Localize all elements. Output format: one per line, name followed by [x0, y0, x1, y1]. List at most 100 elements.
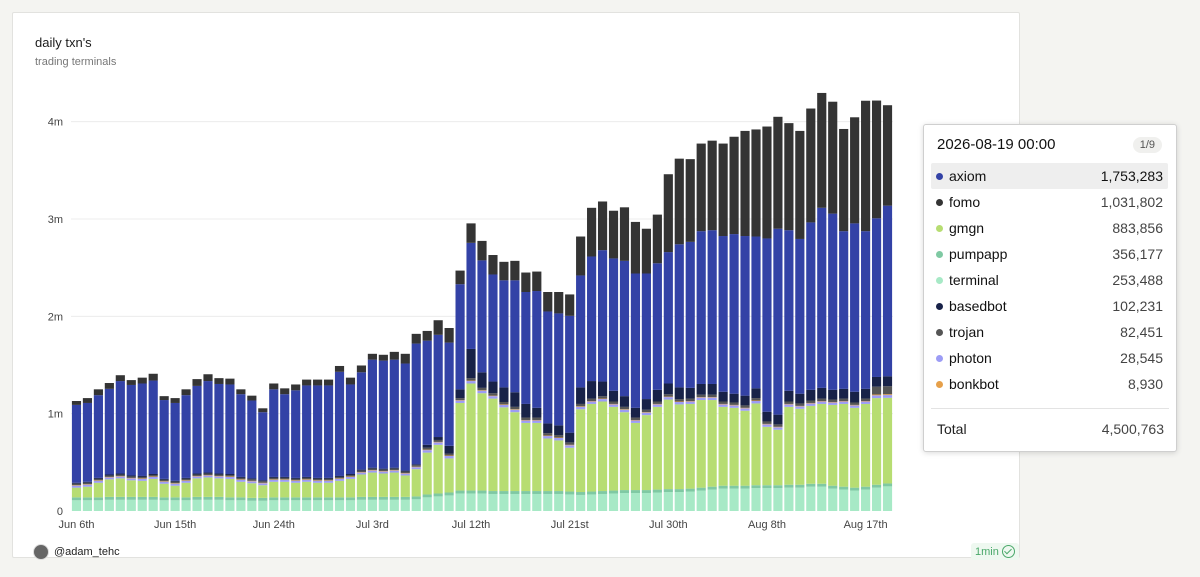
bar-stack[interactable] [345, 377, 356, 511]
bar-stack[interactable] [444, 328, 454, 511]
bar-segment-fomo [444, 328, 454, 343]
bar-stack[interactable] [247, 395, 257, 511]
bar-stack[interactable] [203, 374, 213, 511]
bar-stack[interactable] [565, 294, 575, 511]
bar-stack[interactable] [411, 333, 421, 511]
bar-stack[interactable] [707, 140, 717, 511]
bar-stack[interactable] [389, 351, 399, 511]
bar-stack[interactable] [521, 272, 531, 511]
series-dot-icon [936, 172, 943, 180]
bar-stack[interactable] [488, 255, 498, 511]
bar-segment-pumpapp [411, 496, 421, 500]
bar-stack[interactable] [674, 158, 684, 511]
bar-stack[interactable] [751, 129, 761, 511]
bar-stack[interactable] [685, 159, 695, 511]
bar-stack[interactable] [367, 353, 377, 511]
bar-stack[interactable] [302, 379, 312, 511]
bar-stack[interactable] [115, 375, 125, 511]
bar-stack[interactable] [795, 130, 805, 511]
bar-stack[interactable] [729, 136, 739, 511]
stacked-bar-chart[interactable]: 0 1m 2m 3m 4m Jun 6th Jun 15th Jun 24th Jul 3rd J… [13, 13, 1019, 557]
bar-stack[interactable] [806, 108, 816, 511]
bar-stack[interactable] [576, 236, 586, 511]
bar-stack[interactable] [861, 100, 871, 511]
bar-stack[interactable] [608, 210, 619, 511]
bar-segment-pumpapp [378, 496, 388, 500]
bar-stack[interactable] [148, 373, 158, 511]
bar-stack[interactable] [839, 128, 849, 511]
bar-stack[interactable] [455, 270, 465, 511]
bar-stack[interactable] [258, 408, 268, 511]
bar-stack[interactable] [400, 353, 410, 511]
bar-segment-fomo [422, 330, 432, 341]
refresh-badge[interactable]: 1min [971, 543, 1019, 560]
bar-stack[interactable] [356, 365, 367, 511]
bar-segment-gmgn [170, 485, 180, 498]
bar-stack[interactable] [93, 389, 103, 511]
bar-stack[interactable] [280, 388, 290, 511]
bar-stack[interactable] [652, 214, 662, 511]
bar-stack[interactable] [422, 330, 432, 511]
bar-stack[interactable] [718, 143, 728, 511]
bar-stack[interactable] [313, 379, 323, 511]
bar-stack[interactable] [378, 354, 388, 511]
bar-segment-gmgn [455, 402, 465, 491]
bar-stack[interactable] [871, 100, 882, 511]
bar-stack[interactable] [466, 223, 476, 511]
bar-stack[interactable] [126, 380, 136, 511]
author-credit[interactable]: @adam_tehc [33, 544, 120, 560]
bar-segment-basedbot [356, 469, 367, 471]
bar-stack[interactable] [597, 201, 608, 511]
bar-stack[interactable] [236, 389, 246, 511]
bar-stack[interactable] [170, 398, 180, 511]
bar-stack[interactable] [762, 126, 772, 511]
bar-stack[interactable] [433, 320, 443, 511]
bar-stack[interactable] [696, 143, 706, 511]
bar-stack[interactable] [323, 379, 334, 511]
bar-segment-basedbot [225, 474, 235, 475]
bar-stack[interactable] [510, 260, 520, 511]
bar-stack[interactable] [850, 117, 860, 511]
bar-stack[interactable] [499, 261, 509, 511]
bar-stack[interactable] [477, 240, 487, 511]
bar-segment-gmgn [773, 429, 783, 486]
bar-stack[interactable] [291, 384, 301, 511]
bar-segment-trojan [455, 398, 465, 401]
bar-stack[interactable] [532, 271, 542, 511]
bar-stack[interactable] [159, 396, 169, 511]
bar-stack[interactable] [773, 116, 783, 511]
bar-stack[interactable] [817, 92, 827, 511]
bar-segment-basedbot [696, 383, 706, 395]
bar-segment-axiom [521, 292, 531, 404]
bar-segment-pumpapp [334, 497, 345, 501]
bar-segment-terminal [236, 500, 246, 511]
bar-stack[interactable] [71, 401, 82, 511]
bar-stack[interactable] [104, 383, 114, 511]
bar-stack[interactable] [740, 130, 750, 511]
bar-stack[interactable] [663, 174, 673, 511]
bar-segment-gmgn [444, 458, 454, 493]
bar-stack[interactable] [554, 292, 564, 511]
bar-stack[interactable] [214, 378, 224, 511]
bar-segment-gmgn [159, 483, 169, 498]
bar-stack[interactable] [882, 105, 893, 511]
bar-stack[interactable] [828, 101, 838, 511]
bar-segment-fomo [258, 408, 268, 413]
bar-stack[interactable] [82, 398, 93, 511]
bar-stack[interactable] [630, 221, 641, 511]
bar-stack[interactable] [269, 383, 279, 511]
bar-stack[interactable] [334, 365, 345, 511]
bar-segment-axiom [806, 222, 816, 390]
bar-stack[interactable] [137, 377, 147, 511]
bar-segment-fomo [356, 365, 367, 373]
bar-stack[interactable] [587, 207, 597, 511]
bar-stack[interactable] [641, 228, 651, 511]
bar-stack[interactable] [225, 378, 235, 511]
bar-segment-basedbot [214, 473, 224, 475]
bar-stack[interactable] [784, 123, 794, 511]
bar-stack[interactable] [619, 207, 630, 511]
bar-stack[interactable] [181, 389, 191, 511]
bar-stack[interactable] [543, 292, 553, 511]
bar-segment-basedbot [839, 388, 849, 399]
bar-stack[interactable] [192, 379, 202, 511]
